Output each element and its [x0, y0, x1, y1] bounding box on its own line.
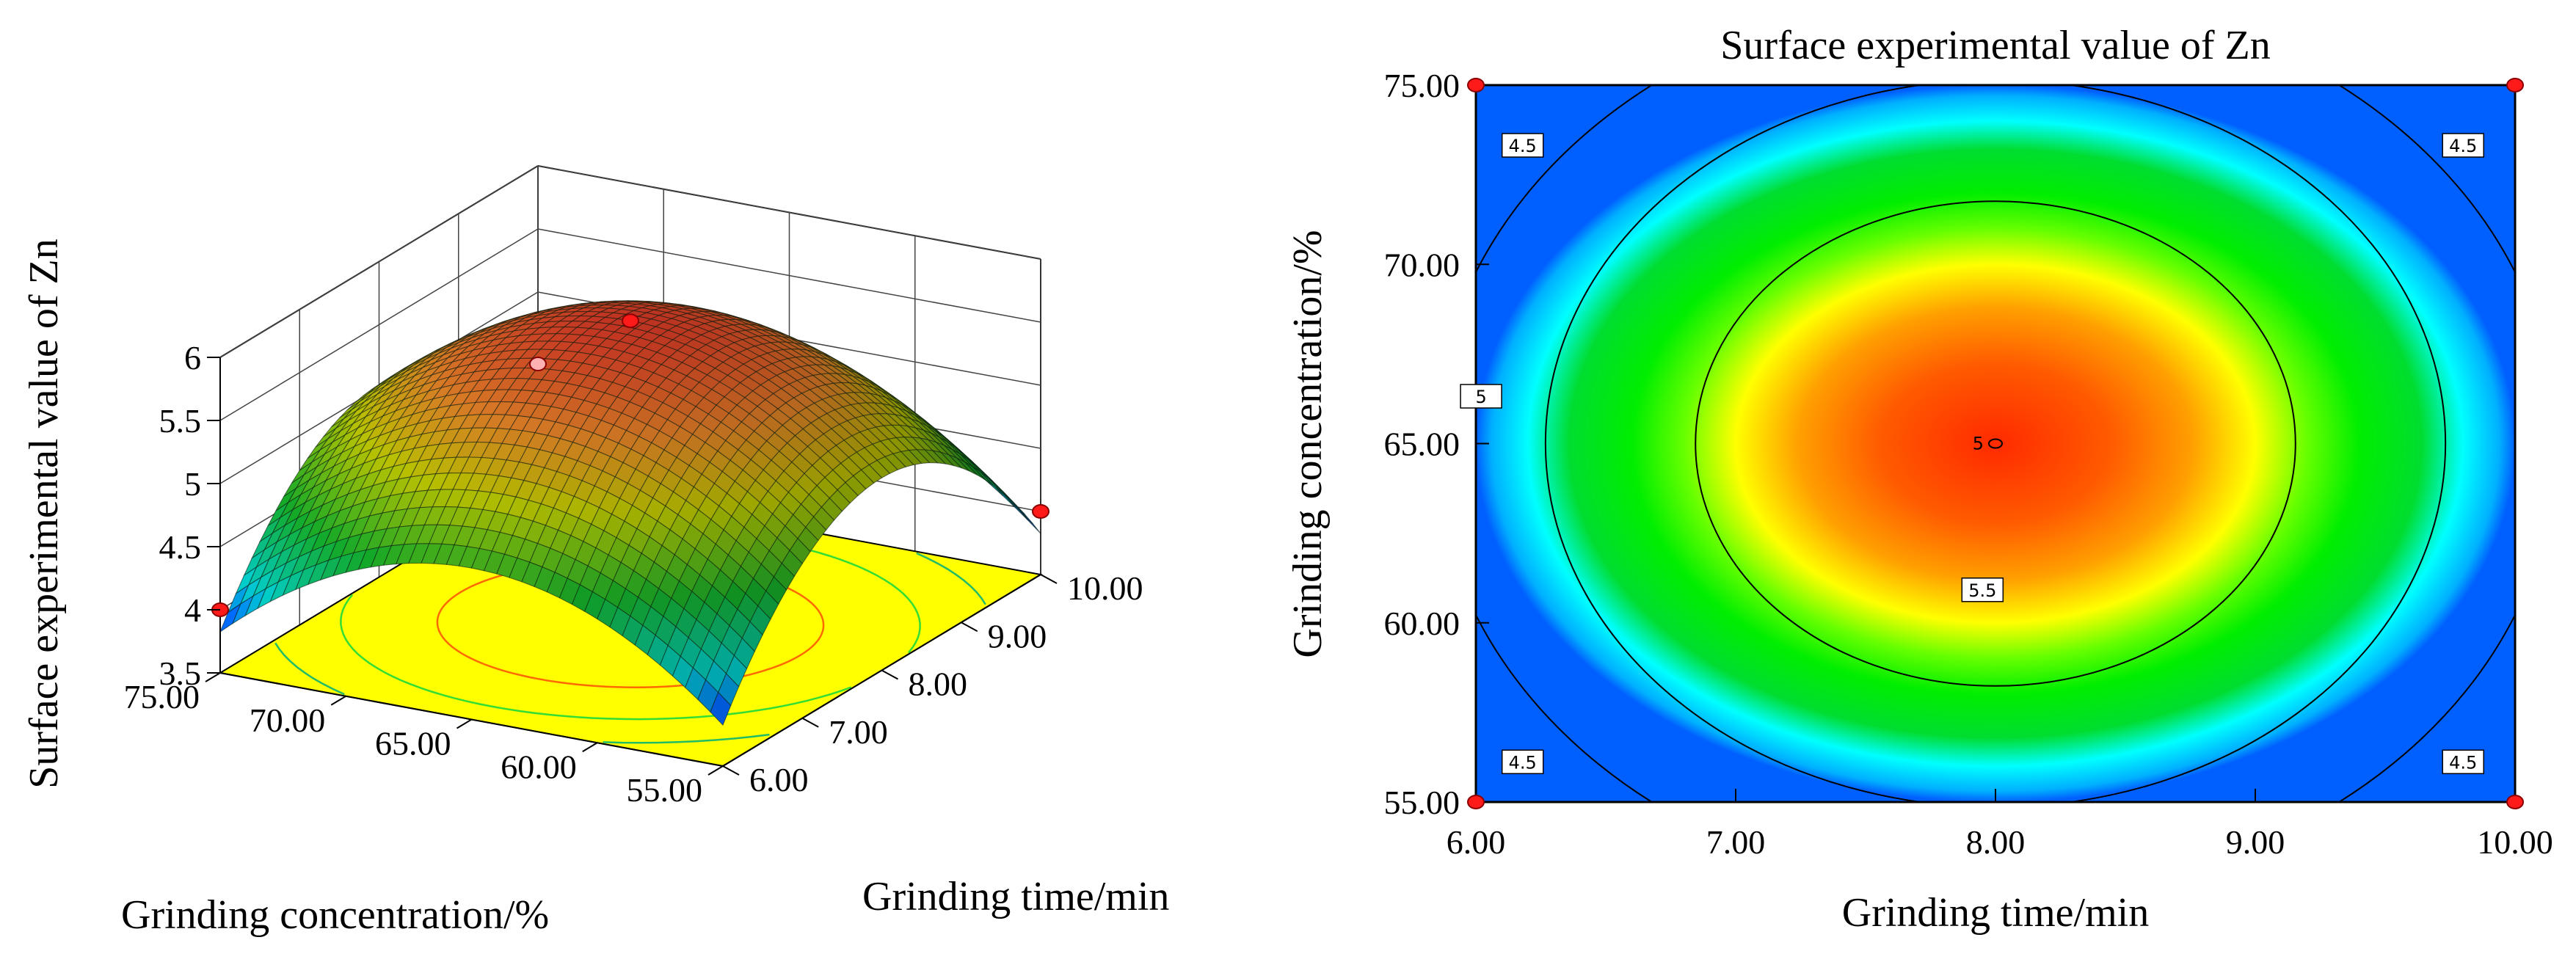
y-tick-label: 75.00 — [1384, 67, 1460, 104]
x-tick-label: 7.00 — [829, 713, 888, 751]
x-tick-label: 9.00 — [2226, 823, 2285, 861]
design-point — [1467, 78, 1485, 92]
y-tick-label: 60.00 — [1384, 605, 1460, 642]
contour-label-box — [1501, 749, 1544, 775]
design-point — [2506, 78, 2524, 92]
z-tick-label: 4 — [184, 591, 201, 629]
contour-peak — [1988, 438, 2003, 449]
y-tick-label: 55.00 — [1384, 784, 1460, 821]
contour-label-box — [1460, 384, 1502, 409]
contour-label: 4.5 — [1509, 752, 1537, 773]
x-tick-label: 6.00 — [749, 761, 809, 798]
y-tick-label: 75.00 — [124, 678, 200, 715]
y-tick-mark — [707, 765, 724, 776]
z-tick-label: 3.5 — [159, 655, 202, 692]
y-tick-label: 65.00 — [1384, 426, 1460, 463]
x-tick-label: 7.00 — [1706, 823, 1766, 861]
contour-plot: 4.5 4.5 4.5 4.5 5 5.5 5 6.00 7.00 8.00 9.00 10.00 5… — [1285, 23, 2553, 936]
y-tick-mark — [582, 742, 598, 753]
design-point — [622, 313, 639, 329]
y-tick-mark — [330, 695, 346, 706]
design-point — [1032, 504, 1049, 519]
x-tick-label: 8.00 — [909, 666, 968, 703]
contour-title: Surface experimental value of Zn — [1720, 23, 2270, 68]
contour-label: 4.5 — [2449, 136, 2477, 156]
y-tick-label: 70.00 — [250, 701, 326, 739]
contour-lines — [1476, 85, 2515, 802]
x-tick-mark — [881, 669, 898, 680]
contour-center-label: 5 — [1973, 434, 1984, 454]
x-tick-label: 10.00 — [2477, 823, 2553, 861]
y-tick-mark — [456, 718, 473, 729]
contour-line — [1545, 85, 2446, 802]
y-tick-label: 70.00 — [1384, 246, 1460, 283]
design-point — [529, 357, 547, 372]
contour-line — [1695, 200, 2296, 687]
z-tick-label: 6 — [184, 339, 201, 376]
contour-label: 4.5 — [1509, 136, 1537, 156]
contour-fill — [1476, 85, 2515, 802]
x-tick-label: 10.00 — [1067, 569, 1143, 607]
x-tick-mark — [1040, 574, 1058, 584]
x-tick-mark — [801, 717, 819, 728]
design-point — [1467, 795, 1485, 809]
z-tick-label: 4.5 — [159, 528, 202, 566]
contour-label: 5.5 — [1968, 580, 1996, 601]
x-tick-label: 6.00 — [1447, 823, 1506, 861]
surface-plot: 6.00 7.00 8.00 9.00 10.00 55.00 60.00 65.00 70.0… — [21, 165, 1169, 938]
contour-design-points — [1467, 78, 2524, 809]
x-tick-label: 9.00 — [988, 617, 1047, 655]
contour-label-box — [2442, 749, 2484, 775]
surface-x-axis-label: Grinding time/min — [862, 874, 1169, 919]
surface-ticks: 6.00 7.00 8.00 9.00 10.00 55.00 60.00 65.00 70.0… — [124, 339, 1143, 809]
x-tick-mark — [961, 622, 978, 633]
z-tick-label: 5.5 — [159, 402, 202, 440]
surface-y-axis-label: Grinding concentration/% — [121, 892, 549, 938]
surface-z-axis-label: Surface experimental value of Zn — [21, 238, 67, 788]
y-tick-label: 65.00 — [375, 725, 451, 762]
contour-label: 4.5 — [2449, 752, 2477, 773]
contour-label: 5 — [1475, 387, 1486, 407]
contour-label-box — [1501, 133, 1544, 158]
y-tick-mark — [205, 672, 221, 682]
z-tick-label: 5 — [184, 465, 201, 503]
contour-labels: 4.5 4.5 4.5 4.5 5 5.5 5 — [1460, 133, 2484, 775]
x-tick-mark — [722, 765, 740, 776]
design-point — [2506, 795, 2524, 809]
x-tick-label: 8.00 — [1966, 823, 2026, 861]
contour-label-box — [1961, 577, 2004, 602]
surface-patch — [710, 691, 732, 726]
y-tick-label: 60.00 — [501, 748, 577, 785]
y-tick-label: 55.00 — [627, 771, 703, 809]
contour-ticks: 6.00 7.00 8.00 9.00 10.00 55.00 60.00 65.00 70.0… — [1384, 67, 2553, 861]
contour-x-axis-label: Grinding time/min — [1842, 890, 2149, 936]
contour-label-box — [2442, 133, 2484, 158]
contour-y-axis-label: Grinding concentration/% — [1285, 230, 1331, 657]
